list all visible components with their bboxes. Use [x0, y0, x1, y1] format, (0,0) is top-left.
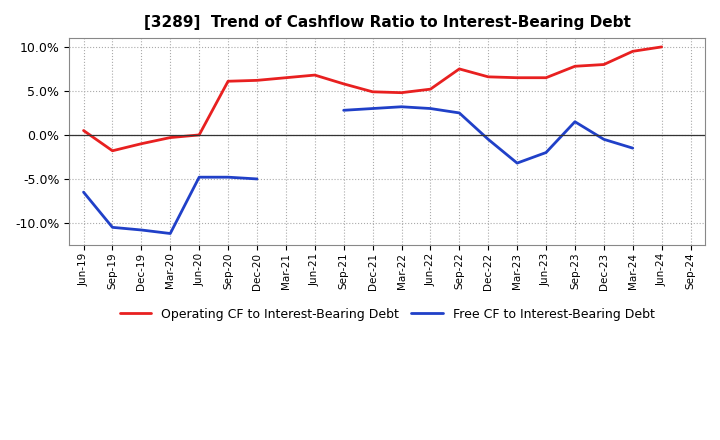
Legend: Operating CF to Interest-Bearing Debt, Free CF to Interest-Bearing Debt: Operating CF to Interest-Bearing Debt, F…: [114, 303, 660, 326]
Operating CF to Interest-Bearing Debt: [541, 75, 550, 81]
Operating CF to Interest-Bearing Debt: [79, 128, 88, 133]
Free CF to Interest-Bearing Debt: [195, 175, 204, 180]
Free CF to Interest-Bearing Debt: [253, 176, 261, 182]
Operating CF to Interest-Bearing Debt: [224, 79, 233, 84]
Operating CF to Interest-Bearing Debt: [282, 75, 290, 81]
Operating CF to Interest-Bearing Debt: [426, 87, 435, 92]
Free CF to Interest-Bearing Debt: [224, 175, 233, 180]
Operating CF to Interest-Bearing Debt: [166, 135, 174, 140]
Operating CF to Interest-Bearing Debt: [339, 81, 348, 87]
Operating CF to Interest-Bearing Debt: [397, 90, 406, 95]
Free CF to Interest-Bearing Debt: [166, 231, 174, 236]
Operating CF to Interest-Bearing Debt: [600, 62, 608, 67]
Title: [3289]  Trend of Cashflow Ratio to Interest-Bearing Debt: [3289] Trend of Cashflow Ratio to Intere…: [143, 15, 631, 30]
Free CF to Interest-Bearing Debt: [137, 227, 145, 233]
Free CF to Interest-Bearing Debt: [79, 190, 88, 195]
Operating CF to Interest-Bearing Debt: [137, 141, 145, 147]
Line: Free CF to Interest-Bearing Debt: Free CF to Interest-Bearing Debt: [84, 177, 257, 234]
Operating CF to Interest-Bearing Debt: [571, 64, 580, 69]
Free CF to Interest-Bearing Debt: [108, 225, 117, 230]
Operating CF to Interest-Bearing Debt: [108, 148, 117, 154]
Line: Operating CF to Interest-Bearing Debt: Operating CF to Interest-Bearing Debt: [84, 47, 662, 151]
Operating CF to Interest-Bearing Debt: [484, 74, 492, 80]
Operating CF to Interest-Bearing Debt: [513, 75, 521, 81]
Operating CF to Interest-Bearing Debt: [455, 66, 464, 72]
Operating CF to Interest-Bearing Debt: [253, 78, 261, 83]
Operating CF to Interest-Bearing Debt: [629, 49, 637, 54]
Operating CF to Interest-Bearing Debt: [195, 132, 204, 138]
Operating CF to Interest-Bearing Debt: [368, 89, 377, 95]
Operating CF to Interest-Bearing Debt: [657, 44, 666, 50]
Operating CF to Interest-Bearing Debt: [310, 73, 319, 78]
